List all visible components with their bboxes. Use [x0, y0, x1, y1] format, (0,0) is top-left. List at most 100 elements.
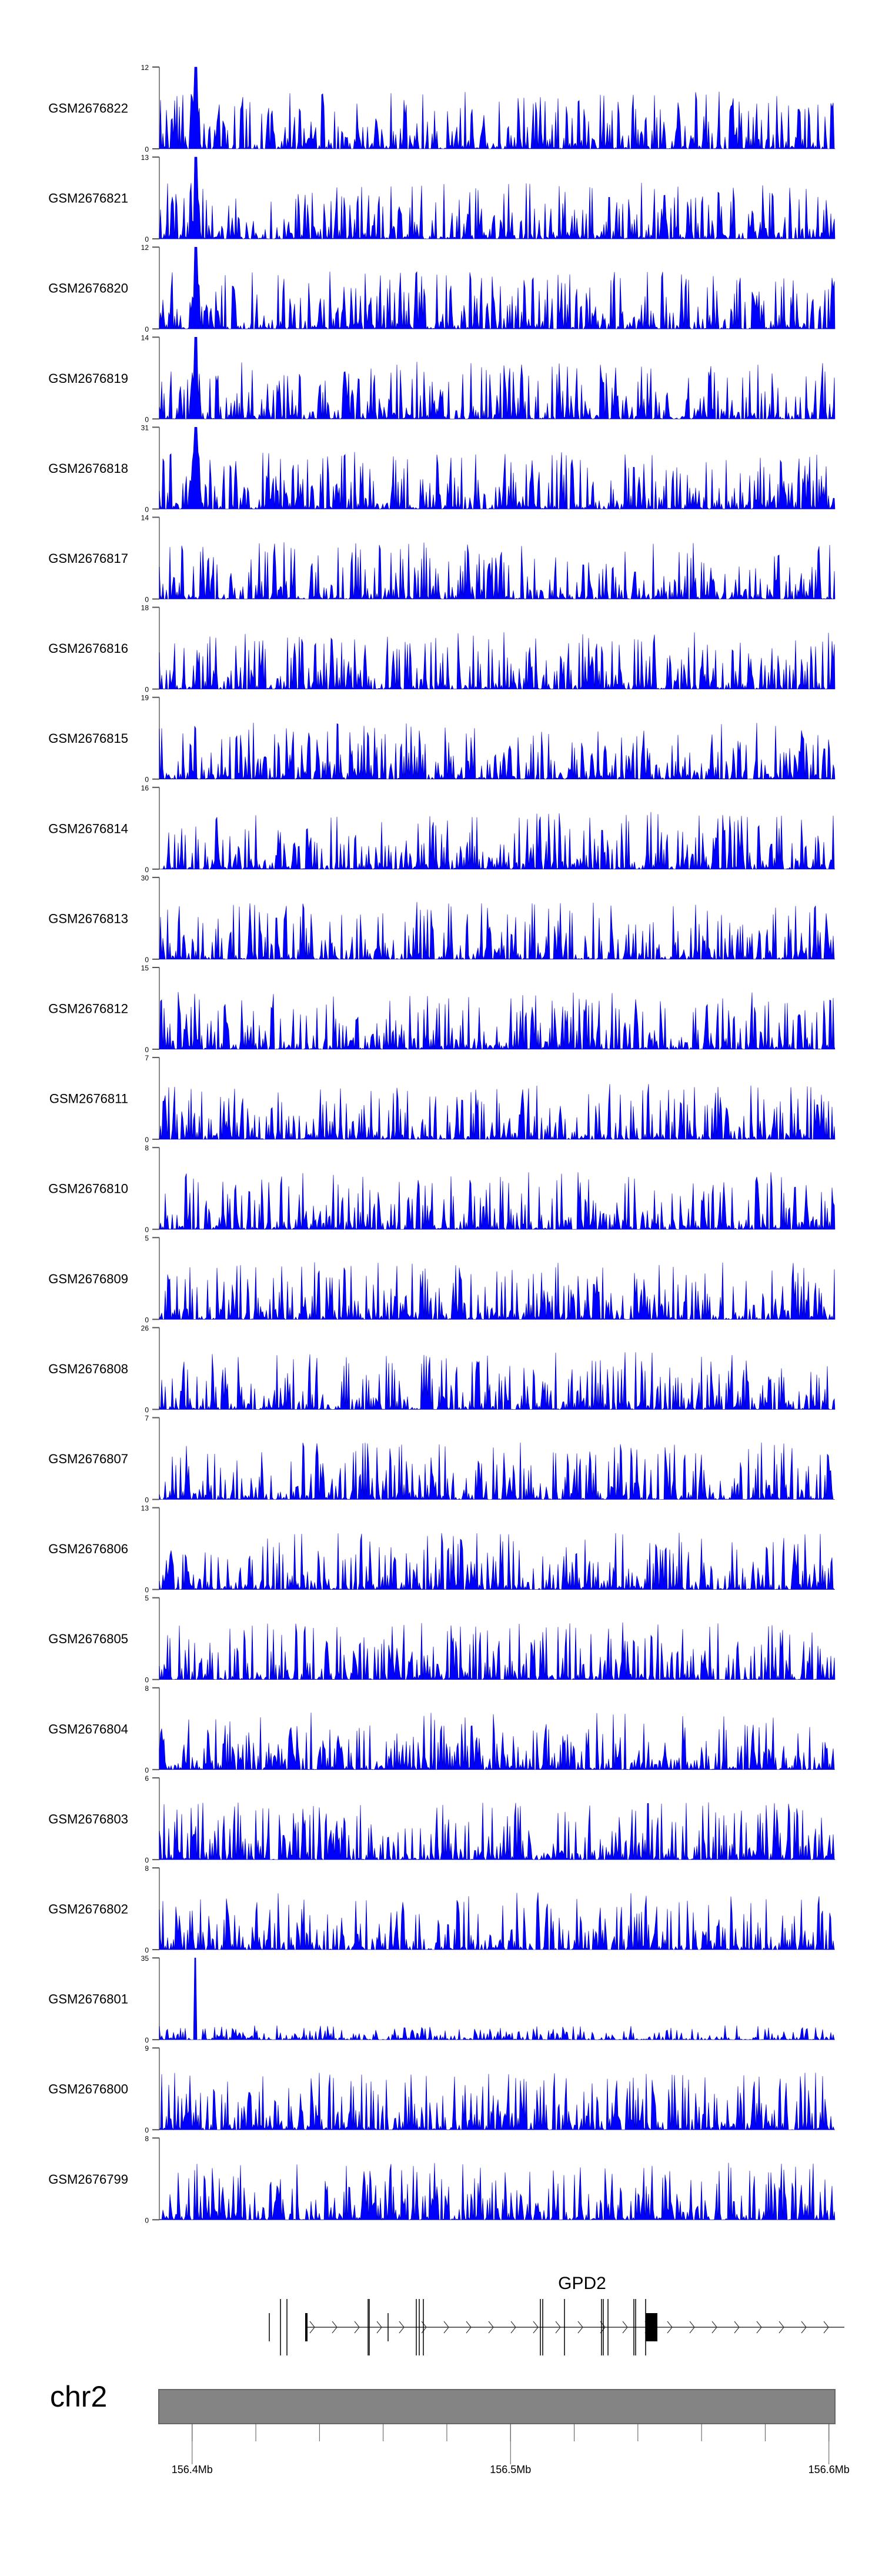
y-tick-label-min: 0 [145, 145, 149, 154]
signal-area [159, 632, 836, 690]
y-tick-label-max: 14 [141, 514, 149, 522]
signal-area [159, 1352, 836, 1410]
signal-area [159, 66, 836, 150]
signal-area [159, 1172, 836, 1230]
strand-arrow-icon [689, 2321, 695, 2334]
track-GSM2676822: GSM2676822 12 0 [48, 64, 836, 154]
y-tick-label-min: 0 [145, 686, 149, 694]
track-label: GSM2676820 [48, 281, 128, 296]
track-label: GSM2676813 [48, 911, 128, 926]
signal-area [159, 992, 836, 1050]
y-tick-label-max: 13 [141, 1504, 149, 1513]
strand-arrow-icon [443, 2321, 449, 2334]
y-tick-label-min: 0 [145, 1316, 149, 1324]
track-GSM2676818: GSM2676818 31 0 [48, 423, 836, 513]
track-label: GSM2676803 [48, 1811, 128, 1826]
track-label: GSM2676817 [48, 551, 128, 566]
signal-area [159, 1622, 836, 1680]
track-GSM2676807: GSM2676807 7 0 [48, 1414, 835, 1504]
gene-model-gpd2: GPD2 [269, 2274, 844, 2355]
track-label: GSM2676802 [48, 1902, 128, 1917]
track-label: GSM2676811 [49, 1092, 128, 1106]
track-GSM2676813: GSM2676813 30 0 [48, 874, 836, 964]
strand-arrow-icon [577, 2321, 583, 2334]
genomic-axis: 156.4Mb 156.5Mb 156.6Mb [172, 2424, 850, 2475]
track-GSM2676800: GSM2676800 9 0 [48, 2044, 835, 2134]
strand-arrow-icon [667, 2321, 673, 2334]
signal-area [159, 156, 836, 240]
strand-arrow-icon [488, 2321, 494, 2334]
track-GSM2676802: GSM2676802 8 0 [48, 1864, 835, 1954]
track-label: GSM2676822 [48, 101, 128, 116]
y-tick-label-max: 12 [141, 64, 149, 72]
y-tick-label-min: 0 [145, 1406, 149, 1414]
track-label: GSM2676809 [48, 1272, 128, 1286]
strand-arrow-icon [801, 2321, 807, 2334]
signal-area [159, 427, 836, 510]
track-GSM2676820: GSM2676820 12 0 [48, 243, 836, 333]
y-tick-label-min: 0 [145, 2036, 149, 2044]
track-label: GSM2676806 [48, 1541, 128, 1556]
y-tick-label-min: 0 [145, 415, 149, 423]
strand-arrow-icon [376, 2321, 382, 2334]
signal-area [159, 722, 836, 780]
y-tick-label-max: 6 [145, 1774, 149, 1783]
track-label: GSM2676818 [48, 461, 128, 476]
track-label: GSM2676800 [48, 2082, 128, 2097]
signal-area [159, 1892, 835, 1950]
y-tick-label-min: 0 [145, 1676, 149, 1684]
y-tick-label-min: 0 [145, 1226, 149, 1234]
strand-arrow-icon [399, 2321, 405, 2334]
x-tick-label: 156.4Mb [172, 2464, 213, 2475]
exon-utr [646, 2313, 657, 2341]
track-label: GSM2676812 [48, 1002, 128, 1016]
y-tick-label-max: 26 [141, 1324, 149, 1332]
strand-arrow-icon [555, 2321, 561, 2334]
track-GSM2676819: GSM2676819 14 0 [48, 333, 836, 423]
chromosome-ideogram: chr2 [50, 2380, 836, 2424]
track-GSM2676814: GSM2676814 16 0 [48, 784, 836, 874]
y-tick-label-min: 0 [145, 1046, 149, 1054]
y-tick-label-min: 0 [145, 2216, 149, 2224]
y-tick-label-min: 0 [145, 1586, 149, 1594]
strand-arrow-icon [756, 2321, 762, 2334]
strand-arrow-icon [734, 2321, 740, 2334]
track-label: GSM2676816 [48, 641, 128, 656]
y-tick-label-min: 0 [145, 325, 149, 333]
signal-area [159, 1533, 835, 1590]
y-tick-label-max: 9 [145, 2044, 149, 2053]
y-tick-label-max: 5 [145, 1234, 149, 1242]
signal-area [159, 812, 836, 870]
signal-area [159, 1084, 836, 1140]
y-tick-label-max: 12 [141, 243, 149, 252]
gene-label: GPD2 [558, 2274, 606, 2293]
y-tick-label-max: 7 [145, 1414, 149, 1423]
signal-area [159, 1957, 836, 2041]
track-GSM2676805: GSM2676805 5 0 [48, 1594, 836, 1684]
x-tick-label: 156.5Mb [490, 2464, 531, 2475]
track-label: GSM2676821 [48, 191, 128, 206]
strand-arrow-icon [533, 2321, 539, 2334]
strand-arrow-icon [466, 2321, 472, 2334]
signal-area [159, 2163, 836, 2221]
track-GSM2676804: GSM2676804 8 0 [48, 1684, 835, 1774]
signal-area [159, 542, 836, 600]
strand-arrow-icon [622, 2321, 628, 2334]
track-GSM2676801: GSM2676801 35 0 [48, 1954, 836, 2044]
y-tick-label-min: 0 [145, 1856, 149, 1864]
strand-arrow-icon [354, 2321, 360, 2334]
y-tick-label-min: 0 [145, 2126, 149, 2134]
chromosome-bar [158, 2389, 836, 2424]
y-tick-label-min: 0 [145, 505, 149, 513]
track-GSM2676812: GSM2676812 15 0 [48, 964, 836, 1054]
signal-area [159, 1442, 835, 1500]
track-GSM2676810: GSM2676810 8 0 [48, 1144, 836, 1234]
track-GSM2676817: GSM2676817 14 0 [48, 514, 836, 604]
strand-arrow-icon [309, 2321, 315, 2334]
chromosome-label: chr2 [50, 2380, 107, 2413]
signal-area [159, 1802, 836, 1861]
track-GSM2676806: GSM2676806 13 0 [48, 1504, 835, 1594]
y-tick-label-max: 8 [145, 1684, 149, 1693]
y-tick-label-min: 0 [145, 1136, 149, 1144]
